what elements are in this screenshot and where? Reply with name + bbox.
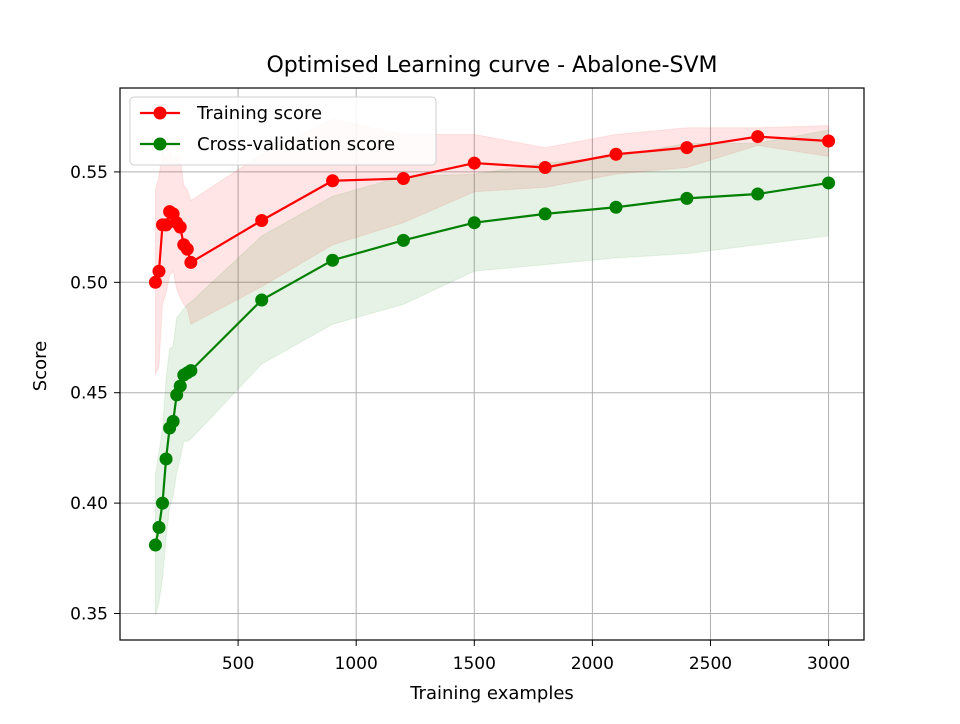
training-score-point (152, 264, 166, 278)
training-score-point (184, 255, 198, 269)
chart-title: Optimised Learning curve - Abalone-SVM (266, 53, 717, 78)
x-axis-label: Training examples (409, 683, 574, 704)
x-tick-label: 2500 (689, 654, 732, 674)
training-score-point (680, 141, 694, 155)
training-score-point (609, 147, 623, 161)
x-tick-label: 3000 (807, 654, 850, 674)
training-score-point (326, 174, 340, 188)
training-score-point (751, 130, 765, 144)
cross-validation-score-point (609, 200, 623, 214)
cross-validation-score-point (396, 233, 410, 247)
cross-validation-score-band (154, 129, 830, 616)
y-axis-label: Score (30, 341, 51, 391)
cross-validation-score-point (148, 538, 162, 552)
training-score-point (822, 134, 836, 148)
x-tick-label: 1000 (335, 654, 378, 674)
legend: Training score Cross-validation score (129, 96, 437, 166)
grid-layer (120, 88, 864, 640)
legend-cross-validation-label: Cross-validation score (197, 134, 395, 155)
training-score-point (148, 275, 162, 289)
plot-frame (119, 87, 865, 641)
cross-validation-score-point (166, 414, 180, 428)
training-score-point (255, 213, 269, 227)
training-score-point (180, 242, 194, 256)
legend-cross-validation-marker (153, 137, 167, 151)
y-tick-label: 0.50 (70, 273, 108, 293)
cross-validation-score-point (680, 191, 694, 205)
cross-validation-score-point (255, 293, 269, 307)
cross-validation-score-point (184, 364, 198, 378)
training-score-point (159, 218, 173, 232)
cross-validation-score-point (152, 520, 166, 534)
x-tick-label: 500 (222, 654, 254, 674)
training-score-point (173, 220, 187, 234)
y-tick-label: 0.40 (70, 494, 108, 514)
cross-validation-score-point (156, 496, 170, 510)
y-tick-label: 0.35 (70, 605, 108, 625)
legend-box (129, 96, 437, 166)
cross-validation-score-point (467, 216, 481, 230)
x-tick-label: 2000 (571, 654, 614, 674)
cross-validation-score-point (538, 207, 552, 221)
y-tick-label: 0.45 (70, 384, 108, 404)
cross-validation-score-point (326, 253, 340, 267)
cross-validation-score-point (159, 452, 173, 466)
y-tick-label: 0.55 (70, 163, 108, 183)
training-score-point (467, 156, 481, 170)
training-score-point (396, 172, 410, 186)
series-points (148, 130, 836, 552)
cross-validation-score-point (751, 187, 765, 201)
cross-validation-score-point (822, 176, 836, 190)
cross-validation-score-point (173, 379, 187, 393)
legend-training-marker (153, 106, 167, 120)
legend-training-label: Training score (196, 103, 322, 124)
x-tick-label: 1500 (453, 654, 496, 674)
training-score-point (538, 160, 552, 174)
axis-layer: 500 1000 1500 2000 2500 3000 0.35 0.40 0.45 0.50 0… (70, 87, 865, 674)
